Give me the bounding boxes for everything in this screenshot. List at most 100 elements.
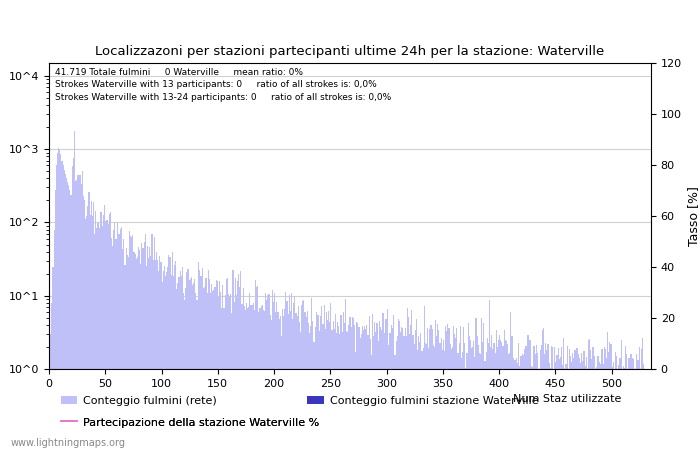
Bar [121, 228, 122, 450]
Bar [212, 291, 214, 450]
Bar [524, 349, 525, 450]
Bar [210, 292, 211, 450]
Bar [220, 292, 221, 450]
Bar [242, 288, 244, 450]
Bar [307, 310, 308, 450]
Bar [395, 341, 397, 450]
Bar [60, 154, 62, 450]
Bar [140, 264, 141, 450]
Bar [426, 344, 427, 450]
Bar [371, 355, 372, 450]
Bar [342, 333, 343, 450]
Bar [362, 326, 363, 450]
Bar [197, 262, 199, 450]
Bar [643, 364, 644, 450]
Bar [644, 372, 645, 450]
Bar [484, 361, 486, 450]
Y-axis label: Numero: Numero [0, 191, 4, 241]
Bar [482, 342, 483, 450]
Bar [436, 336, 438, 450]
Bar [249, 293, 251, 450]
Bar [256, 287, 257, 450]
Bar [432, 328, 433, 450]
Bar [636, 354, 638, 450]
Bar [77, 175, 78, 450]
Bar [190, 279, 191, 450]
Bar [571, 362, 572, 450]
Bar [310, 325, 312, 450]
Bar [214, 287, 216, 450]
Bar [554, 346, 555, 450]
Bar [113, 230, 114, 450]
Bar [590, 350, 592, 450]
Bar [328, 310, 329, 450]
Bar [494, 343, 495, 450]
Bar [555, 362, 556, 450]
Bar [321, 306, 323, 450]
Bar [568, 371, 569, 450]
Bar [549, 363, 550, 450]
Bar [533, 346, 534, 450]
Bar [564, 373, 566, 450]
Bar [186, 272, 188, 450]
Bar [595, 376, 596, 450]
Bar [592, 347, 594, 450]
Bar [327, 320, 328, 450]
Bar [353, 318, 354, 450]
Bar [419, 342, 420, 450]
Bar [553, 374, 554, 450]
Bar [164, 266, 165, 450]
Bar [74, 130, 75, 450]
Bar [407, 309, 408, 450]
Bar [389, 333, 390, 450]
Bar [625, 346, 626, 450]
Bar [247, 308, 248, 450]
Bar [58, 148, 59, 450]
Bar [64, 170, 65, 450]
Bar [417, 350, 418, 450]
Bar [634, 374, 635, 450]
Bar [330, 303, 331, 450]
Bar [112, 246, 113, 450]
Bar [93, 202, 94, 450]
Bar [309, 333, 310, 450]
Bar [110, 212, 111, 450]
Bar [598, 356, 599, 450]
Bar [142, 248, 144, 450]
Bar [547, 344, 549, 450]
Bar [464, 342, 466, 450]
Bar [232, 270, 234, 450]
Bar [638, 346, 640, 450]
Bar [302, 301, 303, 450]
Bar [480, 354, 481, 450]
Bar [632, 358, 633, 450]
Bar [584, 366, 586, 450]
Bar [319, 331, 320, 450]
Bar [570, 356, 571, 450]
Bar [237, 281, 238, 450]
Bar [356, 321, 357, 450]
Bar [177, 284, 178, 450]
Bar [264, 310, 265, 450]
Bar [510, 311, 512, 450]
Bar [102, 226, 103, 450]
Bar [403, 337, 405, 450]
Bar [445, 326, 446, 450]
Bar [217, 281, 218, 450]
Bar [622, 370, 623, 450]
Bar [57, 153, 58, 450]
Bar [84, 200, 85, 450]
Bar [447, 324, 449, 450]
Bar [444, 351, 445, 450]
Bar [282, 309, 283, 450]
Bar [425, 343, 426, 450]
Bar [538, 375, 540, 450]
Bar [295, 313, 297, 450]
Bar [512, 358, 514, 450]
Bar [216, 280, 217, 450]
Bar [463, 327, 464, 450]
Bar [204, 287, 205, 450]
Bar [173, 276, 174, 450]
Bar [238, 274, 239, 450]
Bar [406, 336, 407, 450]
